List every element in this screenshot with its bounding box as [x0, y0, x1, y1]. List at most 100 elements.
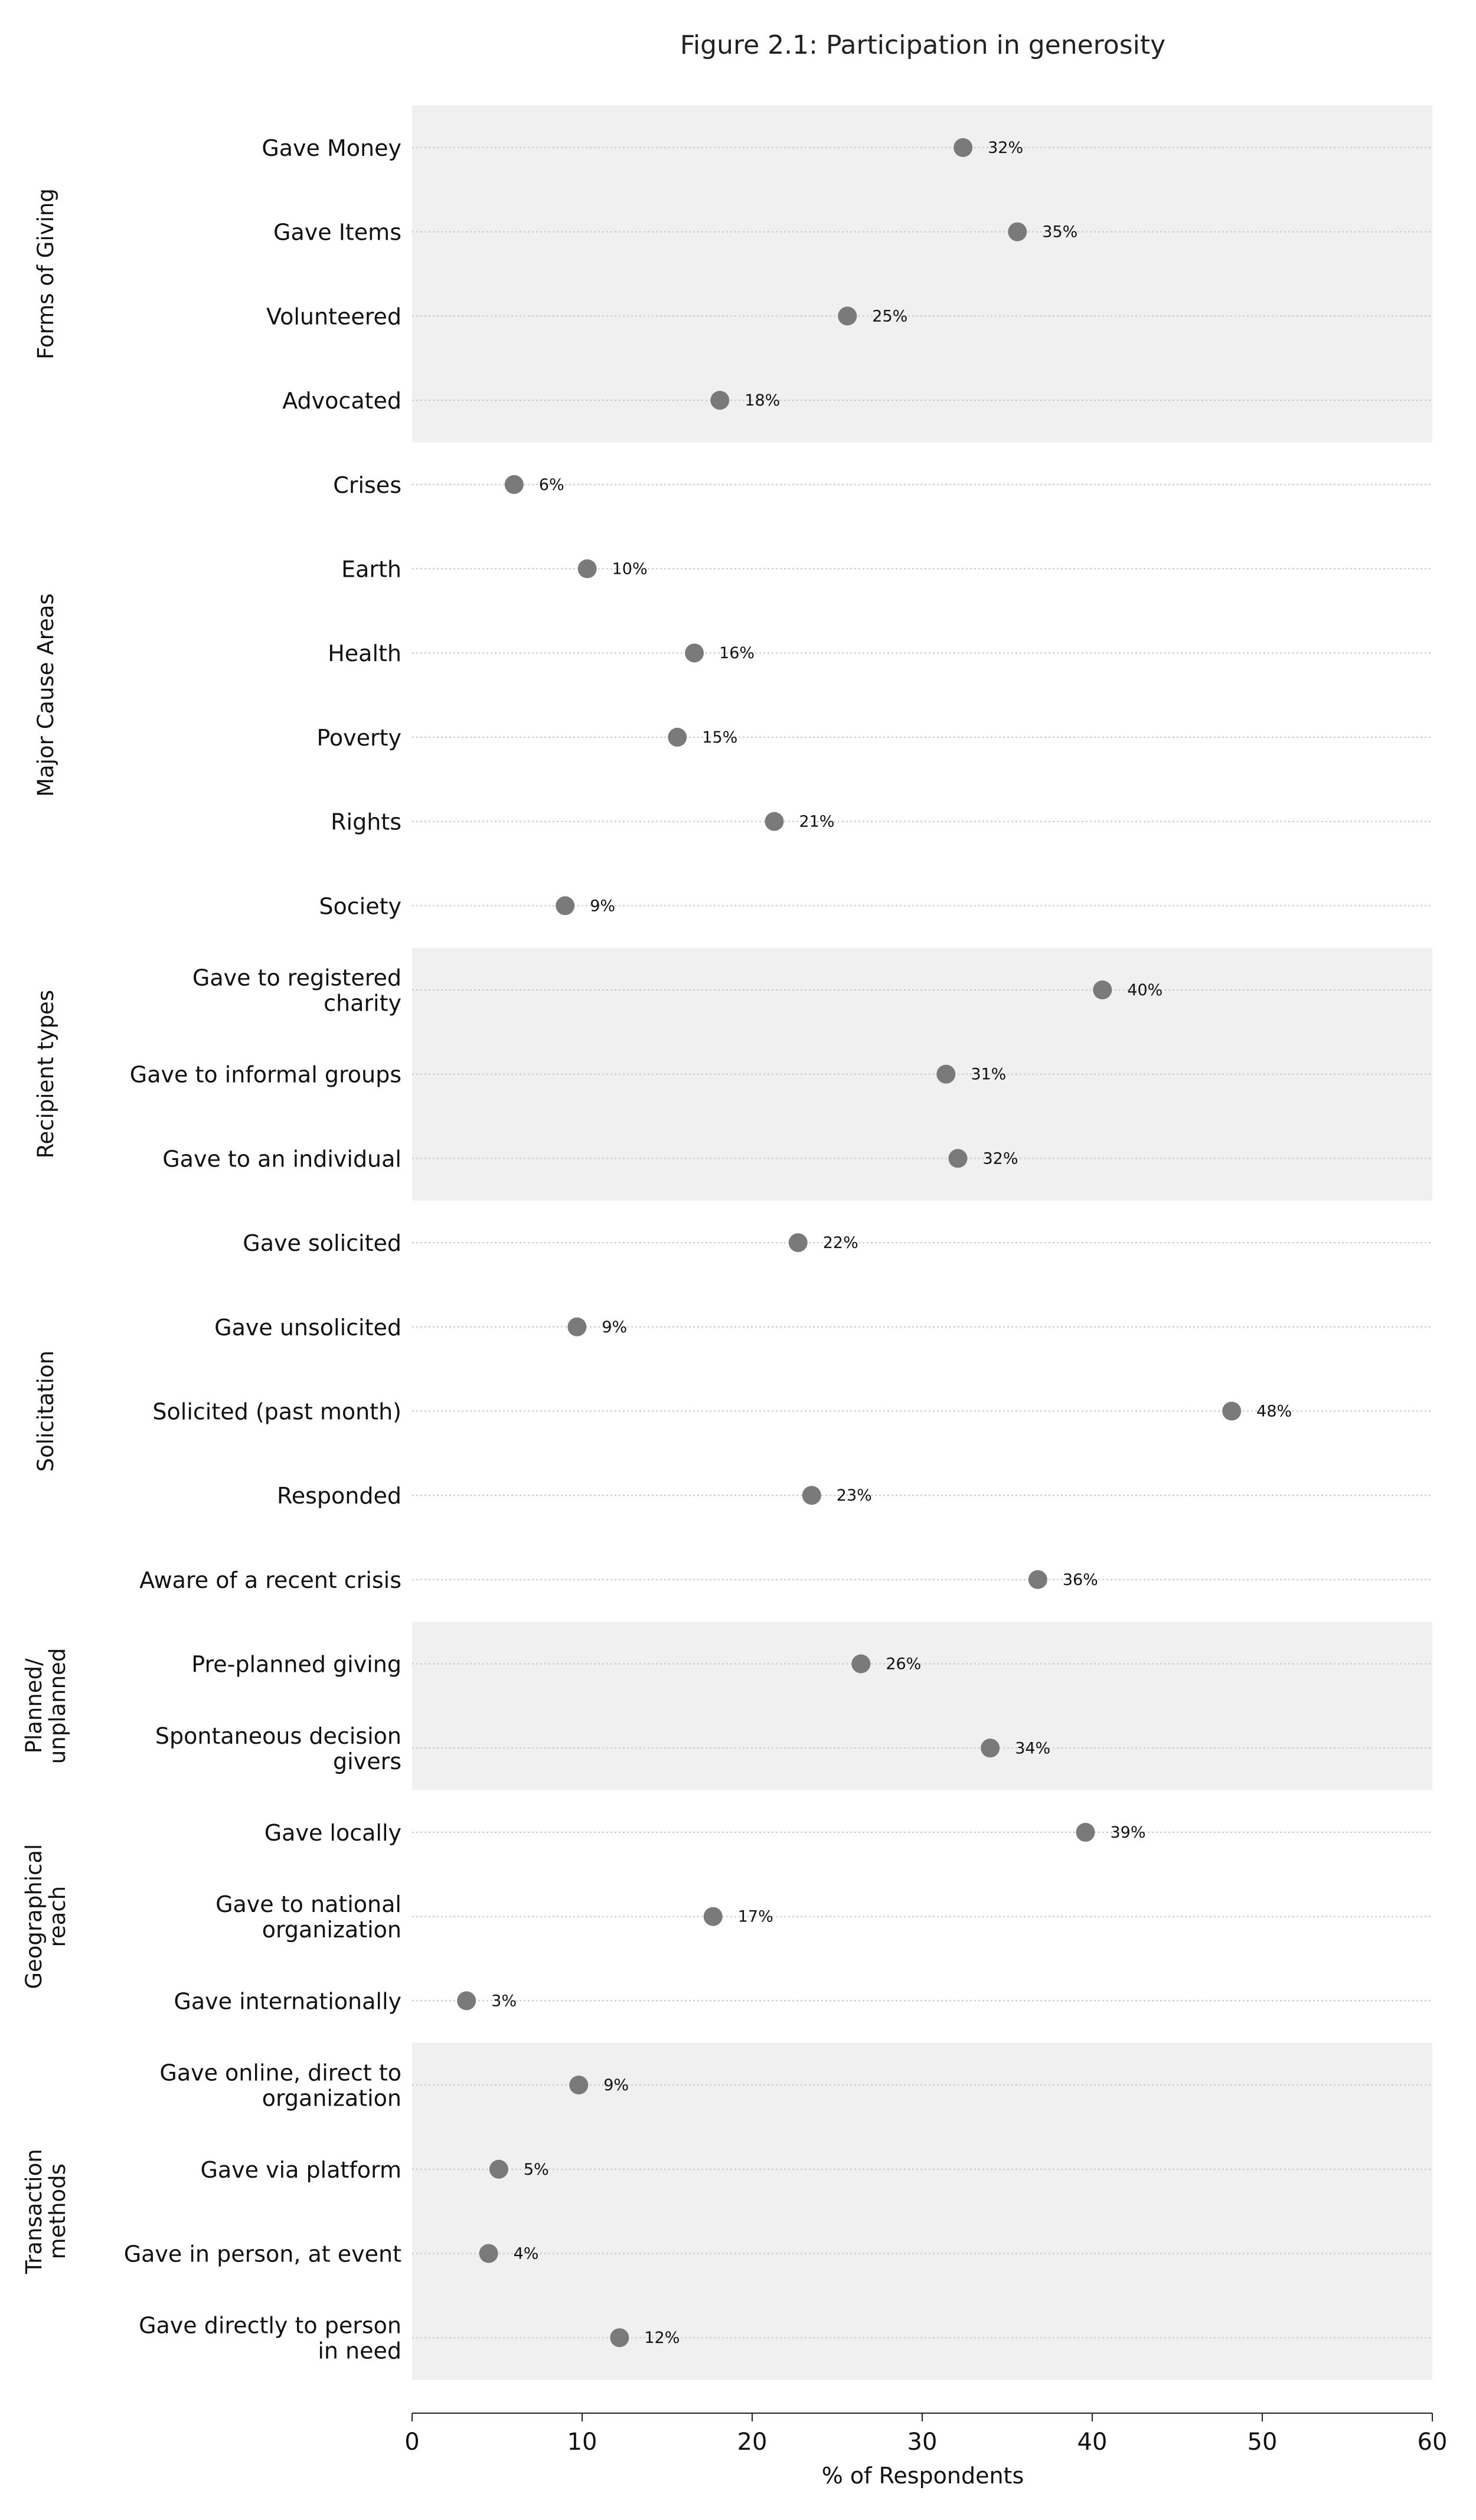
category-label-line: charity [324, 991, 401, 1017]
group-label-line: Recipient types [33, 990, 58, 1159]
category-label-line: Gave directly to person [139, 2313, 401, 2339]
data-point [936, 1064, 956, 1084]
category-label-line: Crises [333, 472, 401, 498]
data-label: 9% [602, 1318, 627, 1336]
data-label: 22% [823, 1234, 858, 1252]
data-label: 21% [799, 813, 834, 831]
category-label: Crises [333, 472, 401, 498]
group-label-line: reach [45, 1886, 70, 1947]
category-label-line: Gave to an individual [162, 1146, 401, 1172]
data-label: 9% [603, 2076, 629, 2094]
data-label: 12% [644, 2329, 680, 2347]
x-axis-label: % of Respondents [822, 2463, 1024, 2489]
data-point [556, 896, 575, 916]
data-label: 5% [524, 2161, 549, 2179]
data-point [489, 2159, 508, 2179]
x-tick-label: 50 [1248, 2429, 1278, 2456]
category-label-line: Gave Items [273, 220, 401, 246]
data-label: 48% [1256, 1403, 1292, 1421]
data-label: 35% [1042, 223, 1077, 241]
group-band [412, 1622, 1432, 1790]
data-point [710, 391, 730, 410]
category-label-line: Gave locally [264, 1820, 401, 1846]
category-label-line: Solicited (past month) [152, 1399, 401, 1425]
data-label: 32% [982, 1149, 1018, 1168]
category-label-line: Poverty [316, 725, 401, 751]
category-label-line: Society [319, 893, 401, 919]
category-label-line: Gave to informal groups [130, 1062, 401, 1088]
category-label: Gave in person, at event [124, 2241, 401, 2267]
category-label-line: Spontaneous decision [155, 1723, 401, 1749]
category-label: Aware of a recent crisis [139, 1567, 401, 1593]
category-label: Gave online, direct to organization [159, 2060, 401, 2112]
data-label: 40% [1127, 981, 1162, 999]
group-label-line: methods [45, 2163, 70, 2259]
category-label-line: Gave unsolicited [214, 1315, 401, 1341]
group-label: Geographicalreach [21, 1844, 70, 1989]
data-label: 26% [886, 1655, 921, 1674]
category-label-line: Aware of a recent crisis [139, 1567, 401, 1593]
category-label-line: Health [328, 640, 401, 666]
data-point [504, 475, 524, 494]
group-band [412, 2042, 1432, 2380]
data-point [1008, 222, 1027, 241]
data-point [457, 1991, 476, 2011]
category-label-line: Rights [331, 809, 401, 835]
category-label-line: Gave Money [262, 135, 401, 161]
data-label: 36% [1063, 1571, 1098, 1589]
data-point [851, 1654, 871, 1674]
category-label: Gave to registered charity [192, 965, 401, 1017]
data-label: 15% [702, 728, 737, 747]
x-tick-label: 10 [567, 2429, 597, 2456]
x-tick-label: 40 [1077, 2429, 1108, 2456]
category-label: Gave solicited [243, 1230, 401, 1256]
category-label-line: Gave internationally [174, 1988, 401, 2014]
data-label: 23% [837, 1486, 872, 1505]
category-label: Pre-planned giving [191, 1652, 401, 1678]
category-label: Spontaneous decision givers [155, 1723, 401, 1774]
category-label: Solicited (past month) [152, 1399, 401, 1425]
category-label: Gave Items [273, 220, 401, 246]
data-label: 25% [872, 307, 907, 325]
x-tick-label: 0 [404, 2429, 419, 2456]
data-point [668, 727, 687, 747]
group-label-line: Forms of Giving [33, 188, 58, 359]
data-label: 39% [1110, 1823, 1145, 1842]
data-point [1028, 1570, 1047, 1589]
category-label: Rights [331, 809, 401, 835]
category-label: Gave to an individual [162, 1146, 401, 1172]
data-label: 31% [971, 1065, 1006, 1084]
category-label: Gave to informal groups [130, 1062, 401, 1088]
x-tick-label: 20 [737, 2429, 768, 2456]
data-label: 3% [491, 1992, 517, 2010]
category-label-line: Earth [341, 557, 401, 583]
data-label: 9% [590, 897, 615, 915]
data-point [1093, 980, 1112, 999]
category-label: Poverty [316, 725, 401, 751]
category-label-line: Gave online, direct to [159, 2060, 401, 2086]
data-point [1222, 1401, 1242, 1421]
group-label-line: Planned/ [21, 1658, 47, 1753]
category-label: Health [328, 640, 401, 666]
data-point [981, 1738, 1000, 1758]
category-label: Gave internationally [174, 1988, 401, 2014]
data-label: 34% [1015, 1739, 1050, 1757]
group-label: Forms of Giving [33, 188, 58, 359]
category-label-line: Volunteered [266, 303, 401, 329]
data-label: 10% [612, 560, 648, 578]
data-point [1076, 1823, 1095, 1842]
data-point [569, 2076, 589, 2095]
data-label: 18% [744, 391, 780, 410]
group-label: Transactionmethods [21, 2149, 70, 2274]
data-label: 32% [988, 139, 1023, 157]
data-label: 4% [514, 2245, 539, 2263]
data-point [479, 2244, 498, 2263]
category-label: Responded [277, 1483, 401, 1509]
category-label: Gave directly to person in need [139, 2313, 401, 2364]
data-point [765, 812, 784, 831]
data-point [788, 1233, 808, 1253]
group-label: Recipient types [33, 990, 58, 1159]
category-label-line: Gave solicited [243, 1230, 401, 1256]
group-label-line: Transaction [21, 2149, 47, 2274]
